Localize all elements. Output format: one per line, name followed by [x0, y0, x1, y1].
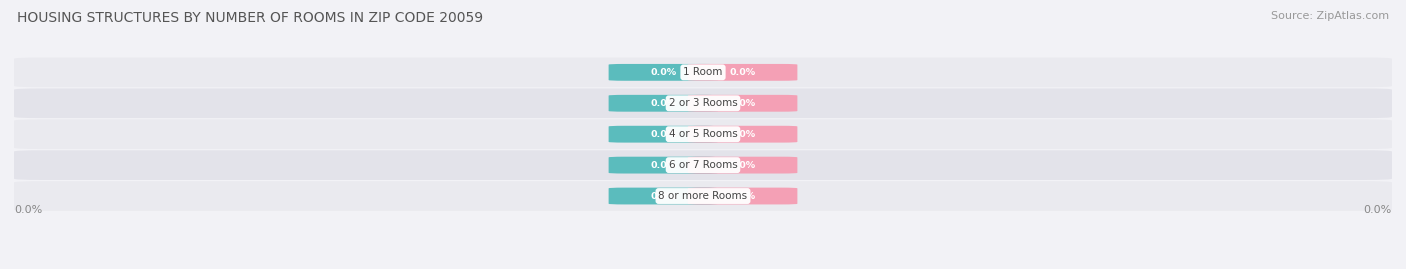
FancyBboxPatch shape	[609, 126, 718, 143]
FancyBboxPatch shape	[14, 119, 1392, 149]
Text: 0.0%: 0.0%	[1364, 205, 1392, 215]
Text: 1 Room: 1 Room	[683, 67, 723, 77]
Text: 0.0%: 0.0%	[730, 99, 755, 108]
Text: 0.0%: 0.0%	[651, 192, 676, 200]
FancyBboxPatch shape	[14, 58, 1392, 87]
Text: 0.0%: 0.0%	[651, 68, 676, 77]
FancyBboxPatch shape	[609, 157, 718, 174]
FancyBboxPatch shape	[14, 89, 1392, 118]
FancyBboxPatch shape	[609, 64, 718, 81]
Text: HOUSING STRUCTURES BY NUMBER OF ROOMS IN ZIP CODE 20059: HOUSING STRUCTURES BY NUMBER OF ROOMS IN…	[17, 11, 484, 25]
Text: 4 or 5 Rooms: 4 or 5 Rooms	[669, 129, 737, 139]
Text: 2 or 3 Rooms: 2 or 3 Rooms	[669, 98, 737, 108]
FancyBboxPatch shape	[609, 95, 718, 112]
Text: 0.0%: 0.0%	[730, 161, 755, 170]
FancyBboxPatch shape	[14, 181, 1392, 211]
Text: 6 or 7 Rooms: 6 or 7 Rooms	[669, 160, 737, 170]
FancyBboxPatch shape	[688, 95, 797, 112]
Text: 0.0%: 0.0%	[730, 192, 755, 200]
Text: 8 or more Rooms: 8 or more Rooms	[658, 191, 748, 201]
Text: Source: ZipAtlas.com: Source: ZipAtlas.com	[1271, 11, 1389, 21]
FancyBboxPatch shape	[688, 157, 797, 174]
FancyBboxPatch shape	[688, 64, 797, 81]
Text: 0.0%: 0.0%	[651, 130, 676, 139]
Text: 0.0%: 0.0%	[730, 68, 755, 77]
FancyBboxPatch shape	[609, 187, 718, 204]
FancyBboxPatch shape	[688, 126, 797, 143]
Text: 0.0%: 0.0%	[730, 130, 755, 139]
FancyBboxPatch shape	[688, 187, 797, 204]
FancyBboxPatch shape	[14, 150, 1392, 180]
Text: 0.0%: 0.0%	[651, 99, 676, 108]
Text: 0.0%: 0.0%	[651, 161, 676, 170]
Text: 0.0%: 0.0%	[14, 205, 42, 215]
